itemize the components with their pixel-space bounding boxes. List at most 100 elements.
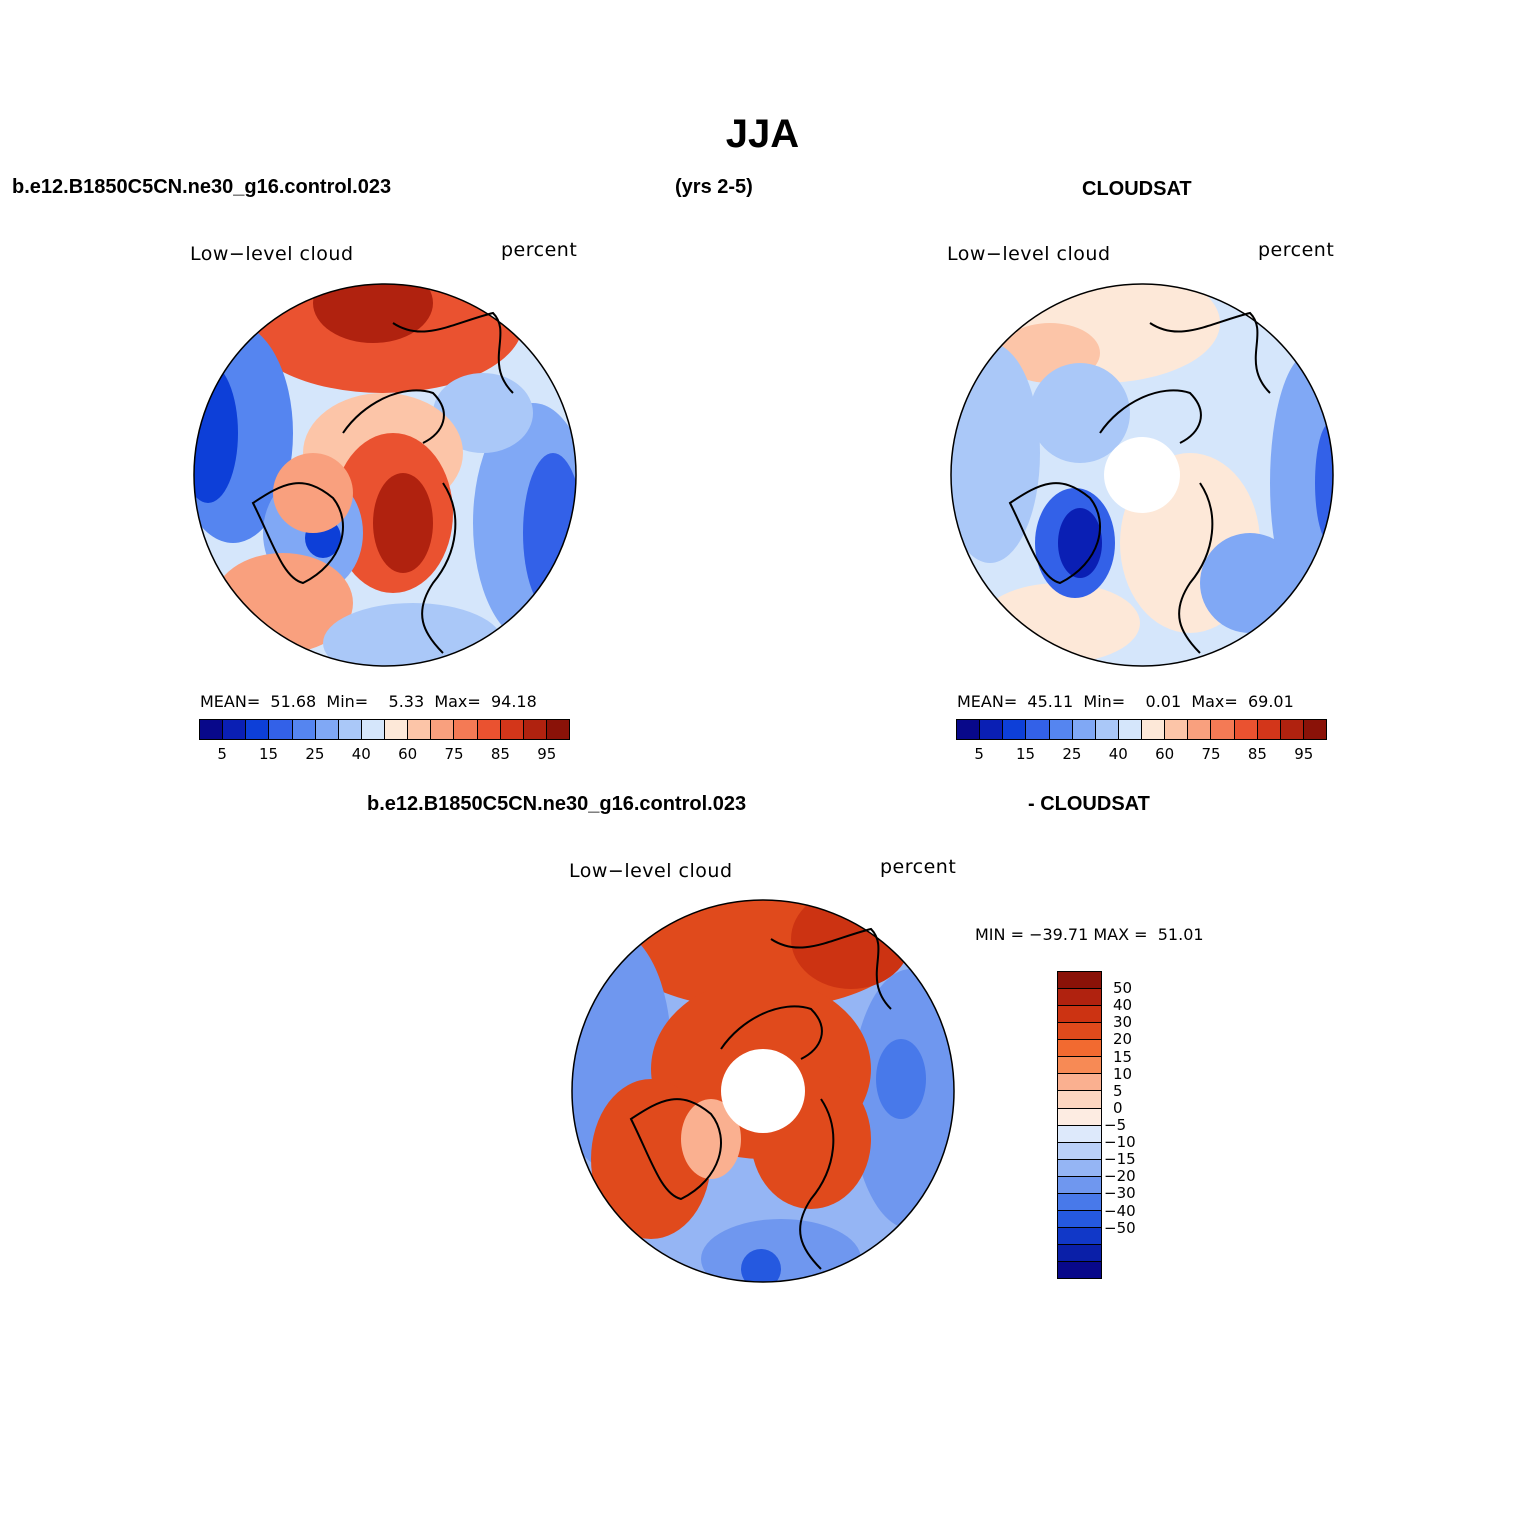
model-colorbar-box [361, 720, 385, 739]
model-colorbar [199, 719, 570, 740]
diff-colorbar-tick-label: −50 [1104, 1218, 1136, 1237]
obs-units-label: percent [1258, 239, 1335, 261]
model-colorbar-box [500, 720, 524, 739]
obs-colorbar-tick-label: 85 [1247, 745, 1267, 763]
diff-colorbar-box [1058, 1159, 1101, 1177]
obs-colorbar [956, 719, 1327, 740]
diff-colorbar-box [1058, 1108, 1101, 1126]
model-colorbar-box [315, 720, 339, 739]
obs-colorbar-box [1095, 720, 1119, 739]
obs-colorbar-box [1211, 720, 1235, 739]
obs-colorbar-tick-label: 75 [1201, 745, 1221, 763]
diff-units-label: percent [880, 856, 957, 878]
diff-colorbar-box [1058, 1074, 1101, 1092]
model-colorbar-box [200, 720, 224, 739]
diff-variable-label: Low−level cloud [569, 860, 733, 882]
obs-colorbar-ticks: 5 15 25 40 60 75 85 95 [956, 745, 1327, 765]
diff-colorbar-tick-label: −15 [1104, 1150, 1136, 1169]
obs-colorbar-box [1303, 720, 1326, 739]
diff-colorbar-box [1058, 1125, 1101, 1143]
diff-colorbar-tick-label: −5 [1104, 1116, 1127, 1134]
obs-colorbar-tick-label: 95 [1294, 745, 1314, 763]
obs-variable-label: Low−level cloud [947, 243, 1111, 265]
diff-colorbar-tick-label: 40 [1113, 996, 1133, 1015]
obs-colorbar-box [1072, 720, 1096, 739]
diff-colorbar-box [1058, 1006, 1101, 1024]
model-colorbar-box [431, 720, 455, 739]
obs-polar-map [950, 283, 1334, 667]
model-variable-label: Low−level cloud [190, 243, 354, 265]
diff-colorbar-tick-label: 20 [1113, 1030, 1133, 1049]
diff-colorbar-box [1058, 1023, 1101, 1041]
obs-colorbar-tick-label: 40 [1108, 745, 1128, 763]
obs-colorbar-box [1026, 720, 1050, 739]
model-colorbar-tick-label: 60 [398, 745, 418, 763]
diff-colorbar-tick-label: 50 [1113, 979, 1133, 998]
model-colorbar-box [408, 720, 432, 739]
obs-colorbar-box [1280, 720, 1304, 739]
obs-colorbar-tick-label: 25 [1062, 745, 1082, 763]
diff-colorbar-tick-label: −20 [1104, 1167, 1136, 1186]
obs-colorbar-tick-label: 5 [974, 745, 984, 763]
model-colorbar-tick-label: 25 [305, 745, 325, 763]
diff-colorbar-ticks: 50 40 30 20 15 10 5 0 −5 −10 −15 −20 −30 −40 −50 [1104, 971, 1170, 1279]
model-colorbar-ticks: 5 15 25 40 60 75 85 95 [199, 745, 570, 765]
model-colorbar-box [246, 720, 270, 739]
model-polar-map [193, 283, 577, 667]
model-colorbar-box [292, 720, 316, 739]
diff-colorbar-box [1058, 1262, 1101, 1279]
diff-colorbar-tick-label: −40 [1104, 1201, 1136, 1220]
obs-colorbar-tick-label: 15 [1016, 745, 1036, 763]
obs-colorbar-box [1003, 720, 1027, 739]
diff-polar-map [571, 899, 955, 1283]
model-colorbar-box [477, 720, 501, 739]
model-colorbar-tick-label: 40 [351, 745, 371, 763]
figure-title: JJA [725, 112, 800, 156]
obs-colorbar-box [1049, 720, 1073, 739]
diff-colorbar-box [1058, 1210, 1101, 1228]
model-colorbar-tick-label: 5 [217, 745, 227, 763]
diff-colorbar-box [1058, 1142, 1101, 1160]
model-colorbar-tick-label: 15 [259, 745, 279, 763]
diff-colorbar-tick-label: −30 [1104, 1184, 1136, 1203]
obs-colorbar-box [1142, 720, 1166, 739]
model-colorbar-box [454, 720, 478, 739]
diff-case-name: b.e12.B1850C5CN.ne30_g16.control.023 [367, 793, 747, 815]
diff-colorbar-tick-label: 10 [1113, 1064, 1133, 1083]
diff-colorbar-tick-label: −10 [1104, 1133, 1136, 1152]
diff-colorbar-box [1058, 1057, 1101, 1075]
diff-colorbar-box [1058, 1040, 1101, 1058]
obs-colorbar-box [980, 720, 1004, 739]
case-name: b.e12.B1850C5CN.ne30_g16.control.023 [12, 176, 392, 198]
obs-colorbar-tick-label: 60 [1155, 745, 1175, 763]
obs-colorbar-box [1165, 720, 1189, 739]
diff-colorbar-box [1058, 1176, 1101, 1194]
obs-colorbar-box [1118, 720, 1142, 739]
diff-stats: MIN = −39.71 MAX = 51.01 [975, 925, 1204, 944]
diff-colorbar-tick-label: 5 [1113, 1081, 1123, 1100]
diff-colorbar-box [1058, 1227, 1101, 1245]
diff-colorbar-box [1058, 1245, 1101, 1263]
obs-colorbar-box [1234, 720, 1258, 739]
model-colorbar-tick-label: 75 [444, 745, 464, 763]
model-stats: MEAN= 51.68 Min= 5.33 Max= 94.18 [200, 692, 537, 711]
obs-name: CLOUDSAT [1082, 178, 1192, 200]
model-units-label: percent [501, 239, 578, 261]
years-label: (yrs 2-5) [675, 176, 753, 198]
diff-colorbar-box [1058, 1193, 1101, 1211]
model-colorbar-tick-label: 95 [537, 745, 557, 763]
obs-colorbar-box [1188, 720, 1212, 739]
diff-obs-name: - CLOUDSAT [1028, 793, 1150, 815]
model-colorbar-box [546, 720, 569, 739]
obs-stats: MEAN= 45.11 Min= 0.01 Max= 69.01 [957, 692, 1294, 711]
diff-colorbar-box [1058, 1091, 1101, 1109]
obs-colorbar-box [1257, 720, 1281, 739]
diff-colorbar-box [1058, 972, 1101, 990]
model-colorbar-tick-label: 85 [490, 745, 510, 763]
model-colorbar-box [385, 720, 409, 739]
model-colorbar-box [223, 720, 247, 739]
model-colorbar-box [338, 720, 362, 739]
model-colorbar-box [523, 720, 547, 739]
obs-colorbar-box [957, 720, 981, 739]
diff-colorbar-tick-label: 15 [1113, 1047, 1133, 1066]
